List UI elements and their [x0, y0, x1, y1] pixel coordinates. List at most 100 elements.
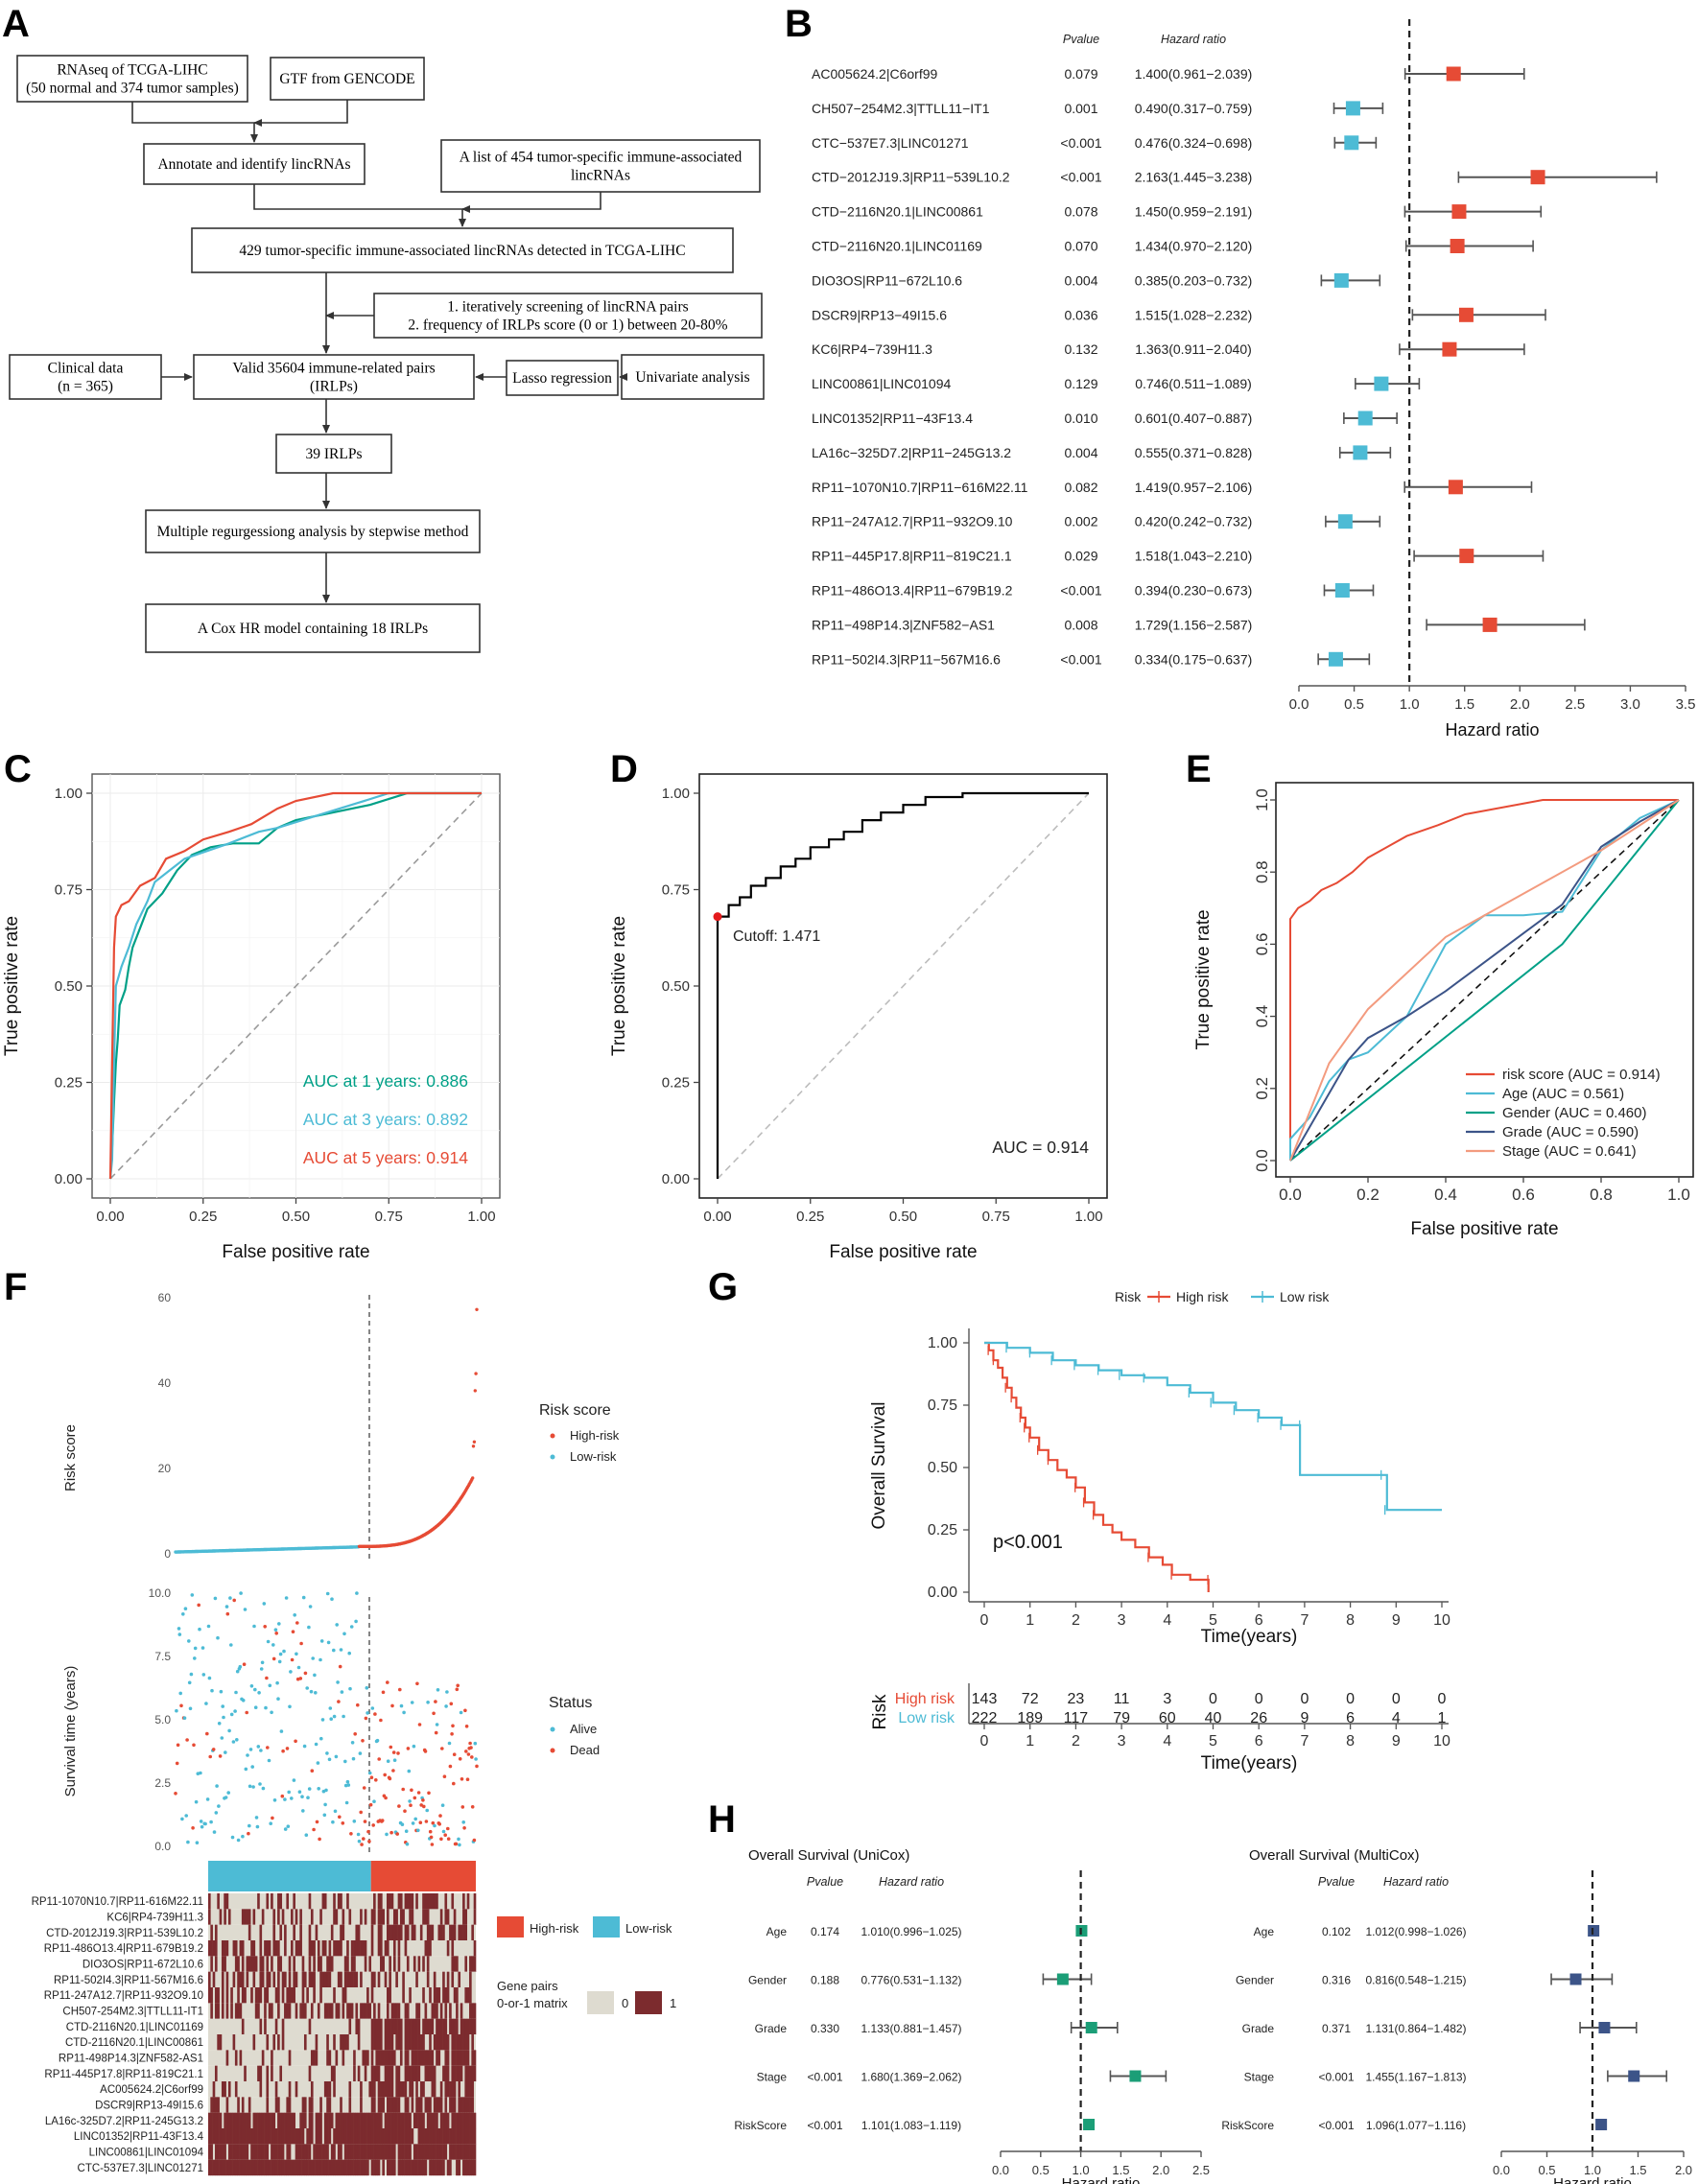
heatmap-legend-one-label: 1: [670, 1996, 676, 2010]
status-point: [297, 1790, 302, 1794]
heatmap-cell: [288, 1987, 292, 2004]
heatmap-cell: [310, 1940, 314, 1957]
x-tick-label: 0.50: [889, 1209, 917, 1225]
heatmap-cell: [250, 1956, 253, 1972]
heatmap-cell: [409, 2065, 412, 2082]
heatmap-cell: [277, 2097, 280, 2113]
heatmap-cell: [208, 2128, 211, 2145]
heatmap-cell: [250, 1940, 253, 1957]
heatmap-cell: [250, 2159, 253, 2176]
risk-table-value: 3: [1163, 1691, 1171, 1707]
heatmap-cell: [439, 2128, 443, 2145]
heatmap-cell: [217, 2034, 220, 2051]
heatmap-cell: [266, 2112, 270, 2129]
heatmap-cell: [319, 2128, 322, 2145]
risk-table-value: 117: [1064, 1710, 1089, 1726]
heatmap-cell: [355, 1971, 359, 1988]
heatmap-cell: [446, 2159, 450, 2176]
heatmap-cell: [415, 1971, 418, 1988]
panel-e-roc: 0.0 0.2 0.4 0.6 0.8 1.00.00.20.40.60.81.0Fals…: [1193, 782, 1694, 1239]
heatmap-cell: [288, 2159, 292, 2176]
heatmap-cell: [210, 2128, 213, 2145]
heatmap-cell: [310, 2003, 314, 2019]
heatmap-cell: [433, 1987, 436, 2004]
heatmap-cell: [308, 2144, 312, 2160]
heatmap-cell: [284, 2159, 287, 2176]
heatmap-cell: [409, 1893, 412, 1910]
heatmap-cell: [217, 2112, 220, 2129]
status-point: [177, 1632, 182, 1636]
heatmap-cell: [277, 1909, 280, 1925]
status-point: [182, 1716, 187, 1720]
heatmap-cell: [346, 2128, 349, 2145]
heatmap-cell: [303, 1971, 307, 1988]
status-point: [318, 1657, 322, 1662]
heatmap-cell: [353, 2065, 356, 2082]
heatmap-cell: [350, 2112, 354, 2129]
heatmap-cell: [442, 2159, 445, 2176]
heatmap-cell: [471, 1956, 474, 1972]
x-axis-label: Hazard ratio: [1062, 2175, 1141, 2184]
heatmap-cell: [353, 2050, 356, 2066]
heatmap-cell: [340, 2128, 342, 2145]
auc-annotation: AUC at 3 years: 0.892: [303, 1110, 468, 1129]
heatmap-cell: [431, 2081, 435, 2098]
heatmap-cell: [399, 2050, 403, 2066]
heatmap-cell: [426, 1893, 430, 1910]
heatmap-cell: [303, 2112, 307, 2129]
status-point: [243, 1608, 248, 1611]
forest-point: [1344, 135, 1359, 151]
km-x-tick-label: 8: [1346, 1612, 1355, 1629]
heatmap-cell: [217, 2097, 220, 2113]
heatmap-cell: [295, 2081, 298, 2098]
heatmap-cell: [241, 2159, 245, 2176]
heatmap-cell: [333, 1987, 336, 2004]
status-point: [444, 1704, 448, 1708]
heatmap-cell: [404, 2050, 408, 2066]
heatmap-cell: [406, 2003, 410, 2019]
status-point: [474, 1757, 478, 1761]
heatmap-cell: [458, 2097, 461, 2113]
forest-point: [1459, 549, 1474, 564]
heatmap-cell: [406, 2128, 410, 2145]
heatmap-cell: [460, 2128, 463, 2145]
risk-point: [474, 1372, 478, 1375]
heatmap-cell: [399, 2081, 403, 2098]
heatmap-cell: [279, 1893, 283, 1910]
status-point: [212, 1830, 217, 1834]
heatmap-cell: [244, 2128, 247, 2145]
heatmap-cell: [436, 2050, 438, 2066]
forest-point: [1353, 445, 1368, 460]
heatmap-cell: [377, 2003, 381, 2019]
status-point: [228, 1596, 232, 1600]
status-point: [280, 1794, 285, 1798]
status-point: [199, 1771, 202, 1775]
heatmap-cell: [377, 2144, 381, 2160]
heatmap-cell: [299, 2159, 302, 2176]
heatmap-cell: [429, 2050, 432, 2066]
risk-legend-dot: [550, 1433, 555, 1439]
heatmap-cell: [464, 2065, 468, 2082]
heatmap-cell: [214, 1956, 218, 1972]
heatmap-cell: [323, 1940, 327, 1957]
status-point: [310, 1769, 315, 1773]
heatmap-cell: [362, 2128, 366, 2145]
heatmap-cell: [272, 1940, 276, 1957]
roc-curve-0: [1289, 799, 1679, 1161]
status-point: [362, 1786, 366, 1790]
heatmap-cell: [419, 2112, 423, 2129]
heatmap-cell: [214, 2128, 218, 2145]
status-point: [425, 1808, 430, 1813]
heatmap-cell: [439, 2144, 443, 2160]
risk-table-x-tick-label: 8: [1346, 1733, 1355, 1750]
heatmap-cell: [464, 1987, 468, 2004]
heatmap-cell: [397, 1956, 401, 1972]
status-point: [322, 1813, 327, 1818]
heatmap-cell: [212, 2128, 216, 2145]
status-point: [184, 1814, 188, 1818]
risk-table-x-label: Time(years): [1201, 1753, 1298, 1773]
heatmap-cell: [288, 2081, 292, 2098]
heatmap-cell: [422, 2128, 425, 2145]
heatmap-cell: [466, 2050, 470, 2066]
heatmap-cell: [387, 1893, 389, 1910]
